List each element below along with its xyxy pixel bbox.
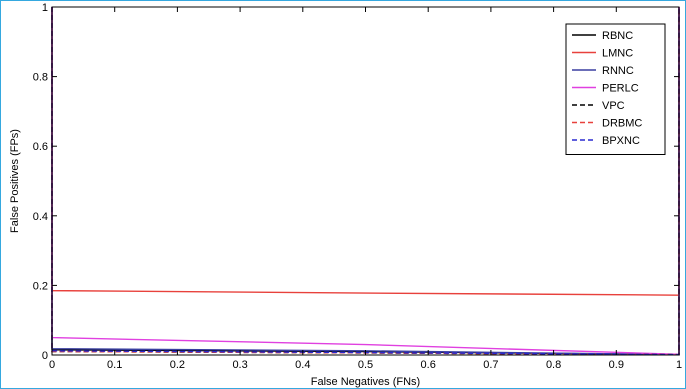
- x-tick-label: 0: [49, 359, 55, 371]
- legend-label-vpc: VPC: [602, 100, 625, 112]
- y-tick-label: 1: [42, 2, 48, 14]
- x-tick-label: 1: [676, 359, 682, 371]
- x-tick-label: 0.9: [609, 359, 624, 371]
- y-tick-label: 0.6: [33, 141, 48, 153]
- y-tick-label: 0.2: [33, 280, 48, 292]
- x-tick-label: 0.8: [546, 359, 561, 371]
- x-tick-label: 0.1: [107, 359, 122, 371]
- legend-label-perlc: PERLC: [602, 83, 639, 95]
- y-tick-label: 0.4: [33, 211, 48, 223]
- x-tick-label: 0.5: [358, 359, 373, 371]
- y-tick-label: 0: [42, 350, 48, 362]
- y-axis-label: False Positives (FPs): [9, 129, 21, 233]
- axes-layer: 0 0.1 0.2 0.3 0.4 0.5 0.6 0.7 0.8 0.9 1 0 0.2 0.4 0.6 0…: [33, 2, 682, 371]
- y-tick-label: 0.8: [33, 72, 48, 84]
- x-tick-label: 0.3: [232, 359, 247, 371]
- legend-label-drbmc: DRBMC: [602, 118, 642, 130]
- legend-label-lmnc: LMNC: [602, 48, 633, 60]
- x-tick-label: 0.6: [421, 359, 436, 371]
- x-axis-label: False Negatives (FNs): [311, 376, 420, 388]
- x-tick-label: 0.4: [295, 359, 310, 371]
- x-tick-label: 0.2: [170, 359, 185, 371]
- legend-label-rbnc: RBNC: [602, 30, 633, 42]
- legend-label-bpxnc: BPXNC: [602, 135, 640, 147]
- legend: RBNC LMNC RNNC PERLC VPC DRBMC BPXNC: [565, 23, 666, 155]
- x-tick-label: 0.7: [483, 359, 498, 371]
- legend-box: [565, 23, 666, 155]
- legend-label-rnnc: RNNC: [602, 65, 634, 77]
